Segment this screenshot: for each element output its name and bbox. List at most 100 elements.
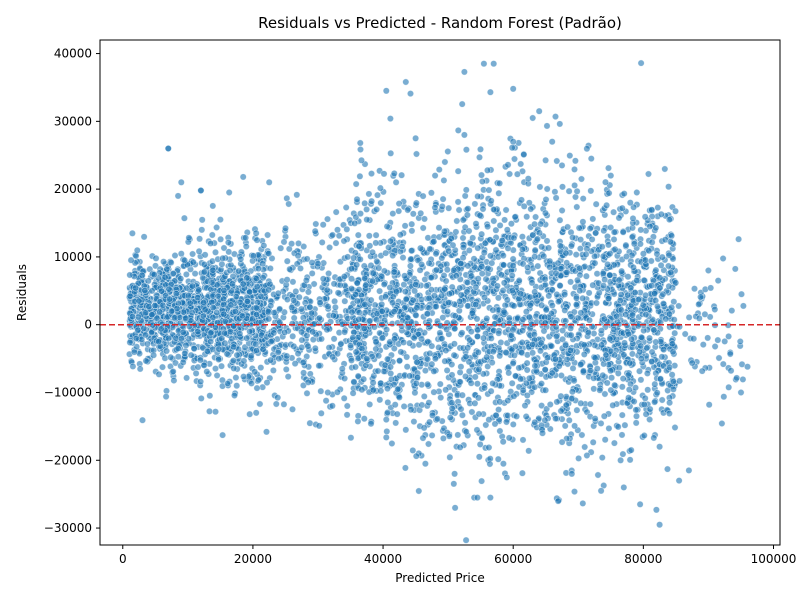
data-point <box>668 303 676 311</box>
data-point <box>200 268 208 276</box>
data-point <box>171 252 179 260</box>
data-point <box>270 309 278 317</box>
data-point <box>386 237 394 245</box>
data-point <box>302 276 310 284</box>
data-point <box>650 326 658 334</box>
data-point <box>531 418 539 426</box>
data-point <box>626 199 634 207</box>
data-point <box>719 255 727 263</box>
data-point <box>309 328 317 336</box>
data-point <box>252 340 260 348</box>
data-point <box>476 145 484 153</box>
data-point <box>510 155 518 163</box>
data-point <box>509 138 517 146</box>
data-point <box>389 210 397 218</box>
data-point <box>353 195 361 203</box>
data-point <box>396 357 404 365</box>
data-point <box>495 406 503 414</box>
data-point <box>409 210 417 218</box>
data-point <box>542 306 550 314</box>
data-point <box>338 365 346 373</box>
data-point <box>701 310 709 318</box>
data-point <box>593 365 601 373</box>
data-point <box>314 260 322 268</box>
data-point <box>556 216 564 224</box>
data-point <box>615 214 623 222</box>
data-point <box>518 233 526 241</box>
data-point <box>610 208 618 216</box>
data-point <box>511 213 519 221</box>
data-point <box>518 338 526 346</box>
y-tick-label: 10000 <box>54 250 92 264</box>
y-tick-label: 40000 <box>54 47 92 61</box>
data-point <box>558 183 566 191</box>
data-point <box>272 400 280 408</box>
data-point <box>548 279 556 287</box>
data-point <box>387 369 395 377</box>
data-point <box>461 192 469 200</box>
data-point <box>604 164 612 172</box>
data-point <box>228 280 236 288</box>
data-point <box>698 367 706 375</box>
data-point <box>647 257 655 265</box>
data-point <box>704 266 712 274</box>
data-point <box>628 233 636 241</box>
data-point <box>451 312 459 320</box>
data-point <box>156 308 164 316</box>
data-point <box>602 351 610 359</box>
data-point <box>541 416 549 424</box>
data-point <box>474 192 482 200</box>
data-point <box>267 337 275 345</box>
data-point <box>605 189 613 197</box>
data-point <box>546 257 554 265</box>
data-point <box>637 333 645 341</box>
data-point <box>579 367 587 375</box>
data-point <box>372 338 380 346</box>
data-point <box>737 388 745 396</box>
data-point <box>347 356 355 364</box>
data-point <box>331 297 339 305</box>
data-point <box>426 349 434 357</box>
data-point <box>376 184 384 192</box>
data-point <box>343 225 351 233</box>
chart-title: Residuals vs Predicted - Random Forest (… <box>258 14 622 32</box>
data-point <box>294 239 302 247</box>
data-point <box>646 415 654 423</box>
data-point <box>630 397 638 405</box>
data-point <box>296 264 304 272</box>
data-point <box>325 344 333 352</box>
data-point <box>159 363 167 371</box>
data-point <box>274 348 282 356</box>
data-point <box>386 115 394 123</box>
data-point <box>195 247 203 255</box>
data-point <box>603 201 611 209</box>
data-point <box>497 271 505 279</box>
x-tick-label: 80000 <box>624 552 662 566</box>
data-point <box>579 499 587 507</box>
data-point <box>681 330 689 338</box>
data-point <box>402 426 410 434</box>
data-point <box>148 329 156 337</box>
data-point <box>427 274 435 282</box>
data-point <box>622 241 630 249</box>
data-point <box>330 280 338 288</box>
data-point <box>462 353 470 361</box>
data-point <box>403 353 411 361</box>
data-point <box>200 361 208 369</box>
data-point <box>586 400 594 408</box>
data-point <box>416 244 424 252</box>
data-point <box>282 365 290 373</box>
data-point <box>651 398 659 406</box>
data-point <box>671 329 679 337</box>
data-point <box>554 298 562 306</box>
data-point <box>200 260 208 268</box>
data-point <box>656 274 664 282</box>
data-point <box>492 411 500 419</box>
data-point <box>382 87 390 95</box>
data-point <box>558 438 566 446</box>
data-point <box>631 289 639 297</box>
data-point <box>266 264 274 272</box>
data-point <box>127 256 135 264</box>
data-point <box>636 500 644 508</box>
data-point <box>288 240 296 248</box>
